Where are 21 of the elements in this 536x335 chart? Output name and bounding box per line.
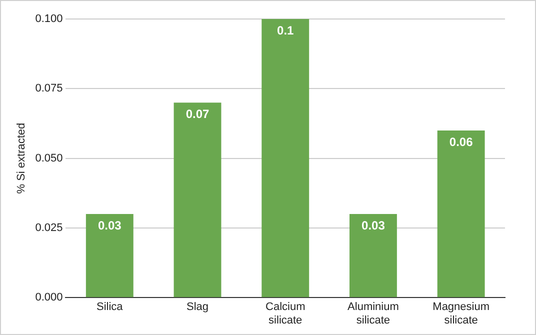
y-tick-label: 0.100 (35, 13, 63, 26)
y-tick-label: 0.050 (35, 152, 63, 164)
x-tick-label: Silica (96, 301, 124, 314)
y-tick-label: 0.025 (35, 222, 63, 234)
data-label: 0.03 (98, 218, 122, 232)
y-tick-label: 0.075 (35, 82, 63, 95)
bar (437, 130, 485, 298)
x-tick-label: Calcium silicate (265, 301, 306, 326)
bar (86, 214, 134, 298)
x-tick-label: Magnesium silicate (432, 301, 490, 326)
bar (174, 102, 222, 298)
x-tick-label: Slag (186, 301, 209, 314)
bar (262, 19, 310, 298)
data-label: 0.03 (362, 218, 386, 232)
data-label: 0.07 (186, 106, 210, 121)
y-axis-title: % Si extracted (16, 122, 28, 194)
x-tick-label: Aluminium silicate (348, 301, 399, 326)
bar (350, 214, 397, 298)
data-label: 0.06 (449, 134, 474, 149)
data-label: 0.1 (277, 23, 294, 38)
y-tick-label: 0.000 (35, 292, 63, 304)
